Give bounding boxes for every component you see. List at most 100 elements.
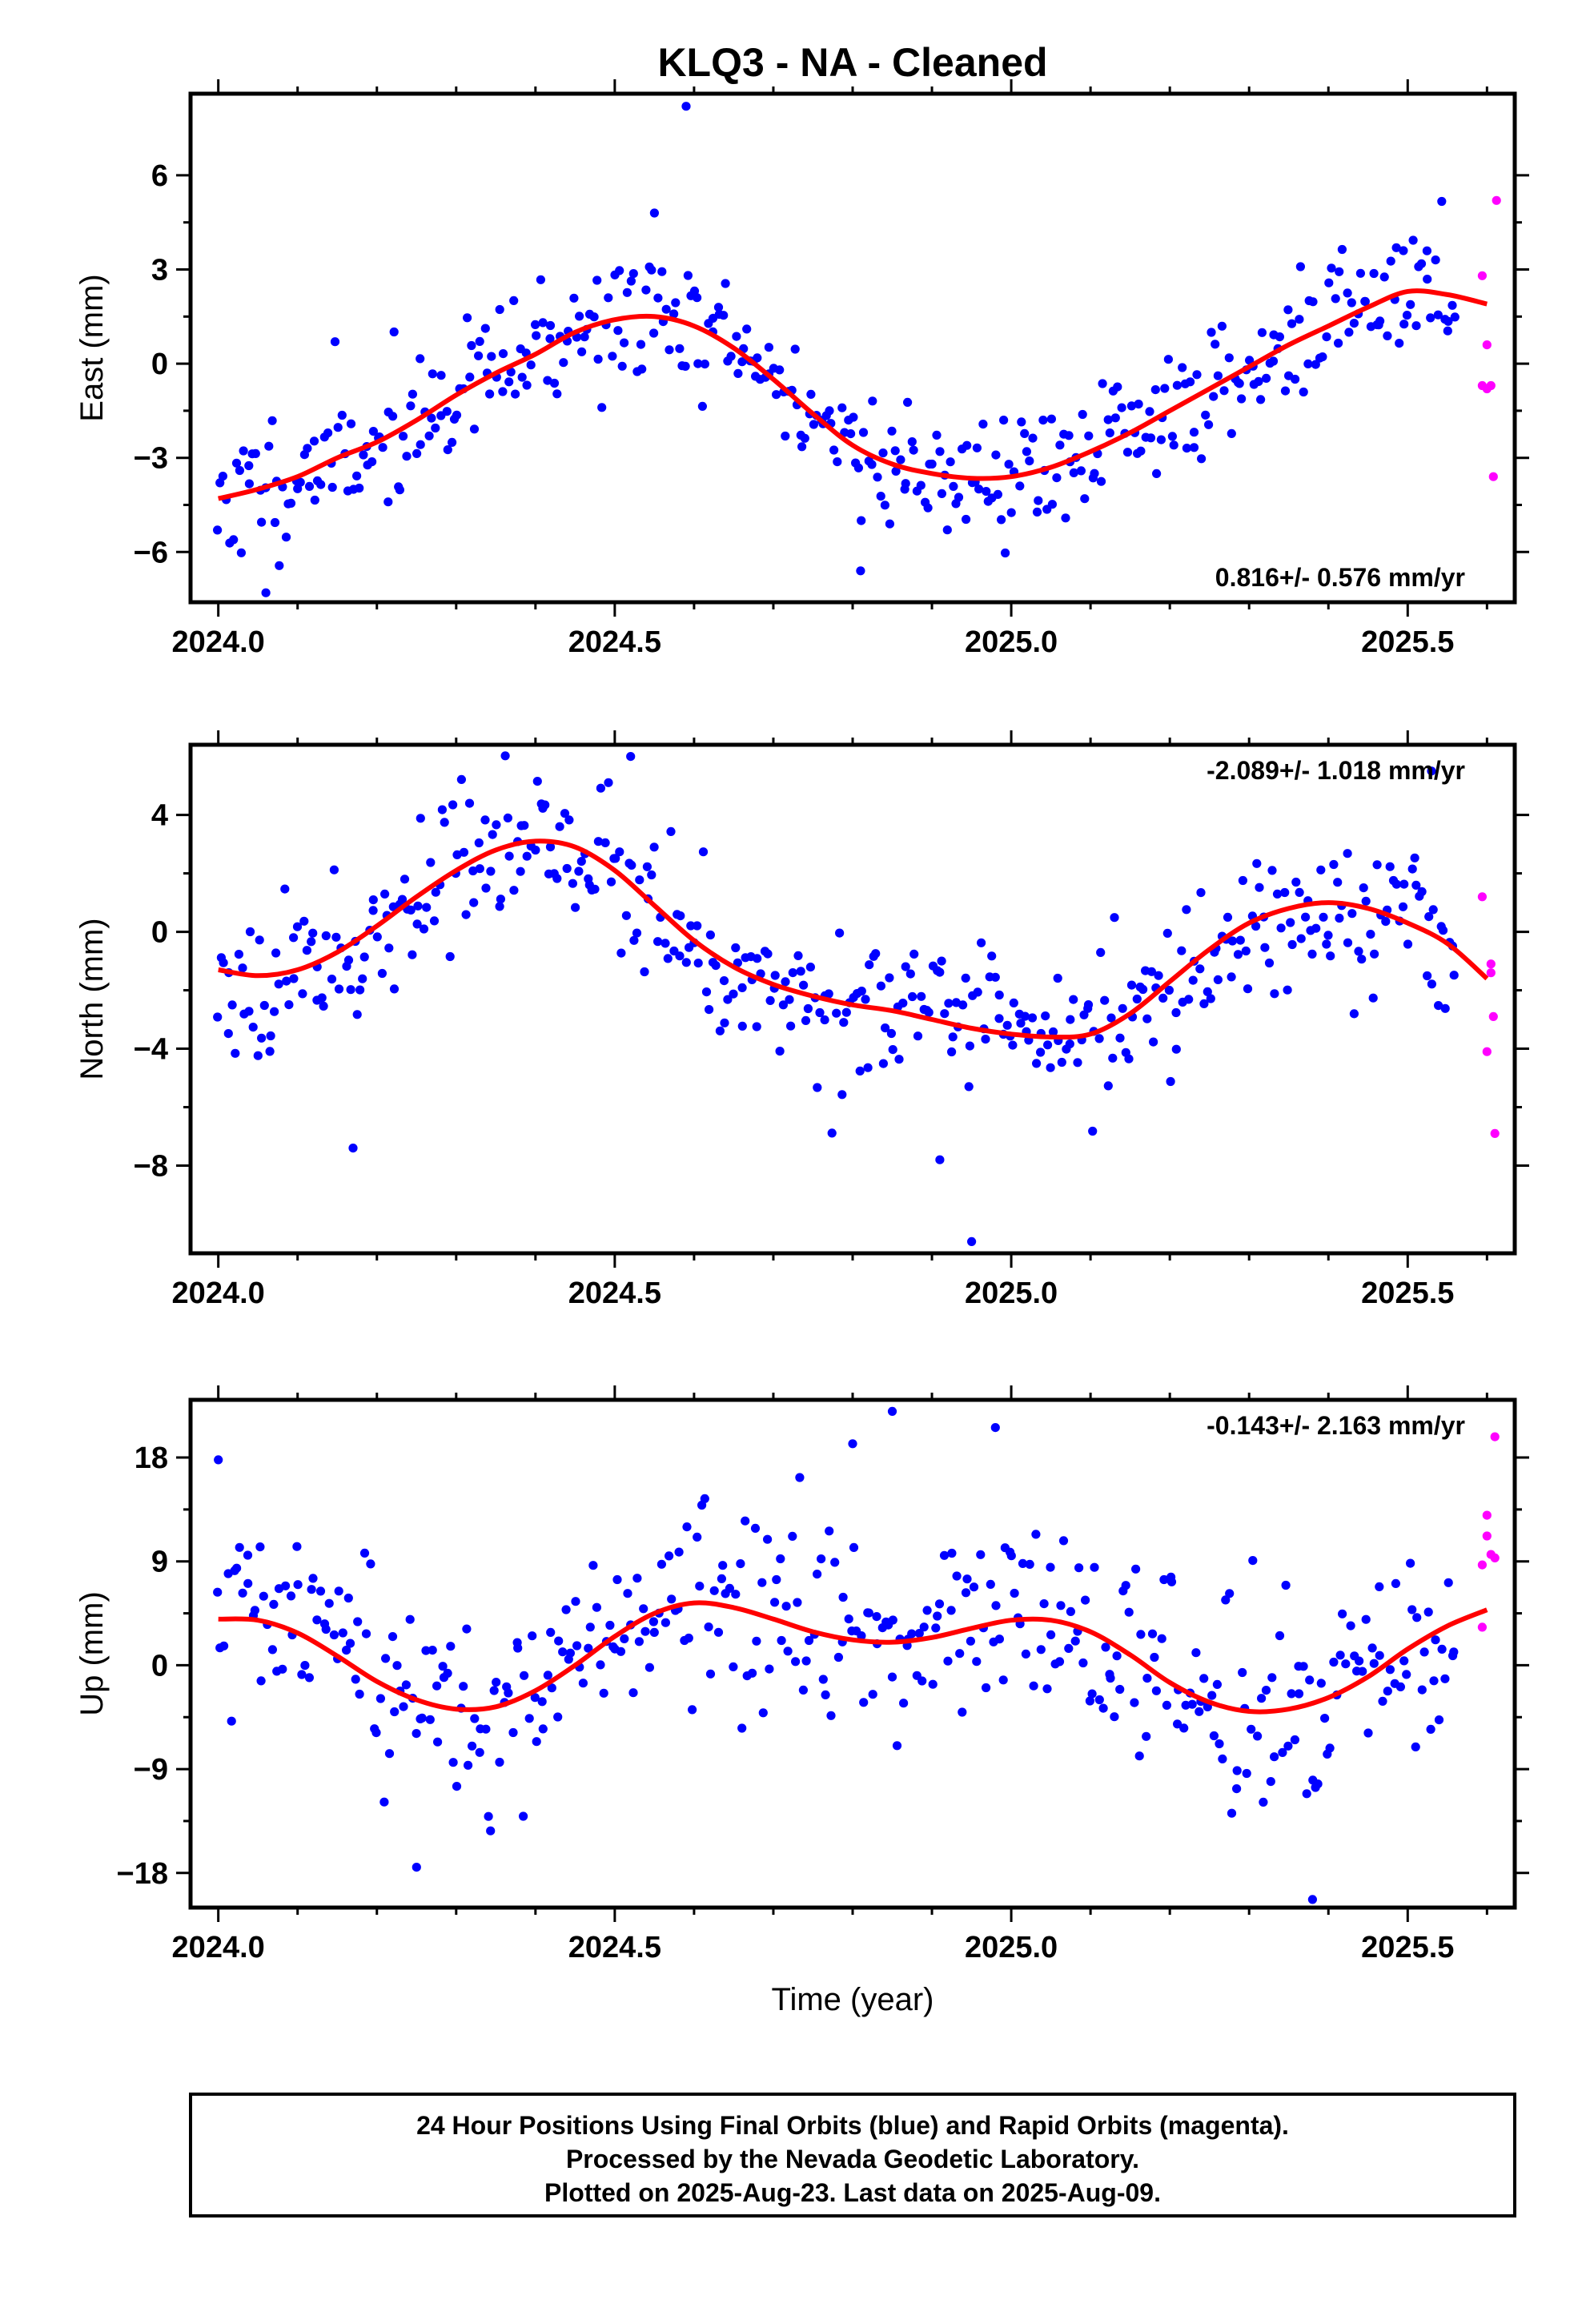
- east-y-tick-label: 6: [151, 159, 168, 193]
- up-final-point: [717, 1574, 727, 1583]
- north-final-point: [693, 959, 703, 968]
- up-final-point: [1423, 1607, 1433, 1617]
- north-final-point: [321, 931, 331, 941]
- east-final-point: [1443, 326, 1452, 336]
- east-final-point: [1103, 415, 1113, 424]
- up-final-point: [1232, 1784, 1242, 1794]
- north-final-point: [475, 864, 484, 874]
- north-final-point: [786, 1021, 796, 1031]
- up-final-point: [830, 1558, 840, 1567]
- north-final-point: [282, 976, 291, 986]
- east-final-point: [443, 445, 452, 455]
- up-final-point: [1085, 1696, 1094, 1706]
- north-final-point: [352, 1010, 362, 1019]
- up-final-point: [1187, 1699, 1197, 1709]
- up-final-point: [741, 1516, 750, 1526]
- north-final-point: [981, 1035, 990, 1044]
- north-final-point: [615, 847, 624, 857]
- east-final-point: [442, 407, 452, 416]
- east-final-point: [448, 437, 457, 448]
- east-final-point: [264, 441, 274, 451]
- up-final-point: [1094, 1695, 1104, 1705]
- north-final-point: [815, 1007, 825, 1018]
- north-final-point: [1238, 875, 1247, 886]
- north-final-point: [1417, 887, 1427, 896]
- up-final-point: [1248, 1556, 1258, 1566]
- north-final-point: [801, 1015, 811, 1025]
- up-final-point: [300, 1661, 310, 1671]
- up-final-point: [1325, 1743, 1335, 1753]
- up-final-point: [718, 1561, 728, 1570]
- up-final-point: [481, 1724, 491, 1734]
- east-final-point: [1113, 382, 1122, 392]
- up-final-point: [1070, 1636, 1080, 1646]
- north-final-point: [302, 946, 311, 955]
- north-final-point: [1252, 858, 1262, 868]
- up-final-point: [693, 1532, 702, 1542]
- east-final-point: [800, 433, 809, 443]
- east-final-point: [395, 485, 404, 495]
- up-final-point: [821, 1690, 830, 1699]
- east-final-point: [1431, 255, 1440, 265]
- up-final-point: [243, 1578, 253, 1588]
- up-final-point: [931, 1623, 941, 1633]
- north-final-point: [1206, 994, 1215, 1003]
- east-final-point: [868, 396, 877, 406]
- east-final-point: [1408, 235, 1418, 245]
- east-final-point: [1209, 392, 1219, 401]
- up-final-point: [250, 1606, 259, 1615]
- east-final-point: [637, 364, 647, 374]
- north-final-point: [1195, 964, 1205, 974]
- north-final-point: [280, 884, 290, 894]
- up-final-point: [243, 1550, 253, 1560]
- east-final-point: [463, 313, 472, 323]
- north-final-point: [1203, 987, 1212, 996]
- east-final-point: [388, 412, 398, 421]
- north-final-point: [1372, 860, 1382, 870]
- up-final-point: [1232, 1766, 1242, 1775]
- east-final-point: [580, 332, 589, 342]
- up-final-point: [962, 1574, 972, 1584]
- up-final-point: [452, 1782, 462, 1791]
- east-final-point: [1134, 400, 1143, 409]
- east-final-point: [424, 431, 434, 440]
- up-final-point: [1378, 1696, 1387, 1706]
- up-final-point: [371, 1728, 381, 1738]
- north-final-point: [611, 854, 620, 863]
- north-final-point: [901, 962, 910, 971]
- north-final-point: [1307, 949, 1317, 959]
- up-final-point: [345, 1638, 355, 1648]
- up-final-point: [353, 1617, 363, 1626]
- east-final-point: [213, 525, 223, 535]
- north-final-point: [355, 985, 365, 995]
- east-final-point: [1379, 272, 1389, 282]
- up-final-point: [1006, 1551, 1016, 1561]
- up-final-point: [1261, 1686, 1271, 1695]
- up-final-point: [227, 1716, 236, 1726]
- east-final-point: [399, 432, 408, 441]
- north-final-point: [733, 958, 743, 967]
- north-final-point: [259, 1000, 269, 1011]
- north-final-point: [1154, 971, 1163, 980]
- up-final-point: [1434, 1715, 1444, 1725]
- up-panel: 2024.0 2024.5 2025.0 2025.5 −18 −9 0 9 18 Up (mm)…: [74, 1385, 1529, 1964]
- north-final-point: [1199, 999, 1209, 1008]
- north-final-point: [839, 1018, 849, 1027]
- up-final-point: [1191, 1648, 1201, 1658]
- east-final-point: [647, 265, 656, 275]
- north-final-point: [1333, 878, 1343, 887]
- up-x-tick-label: 2024.5: [568, 1931, 661, 1964]
- up-final-point: [825, 1526, 834, 1536]
- north-final-point: [431, 887, 440, 897]
- east-final-point: [622, 287, 632, 297]
- east-final-point: [1450, 312, 1460, 322]
- north-final-point: [935, 967, 945, 977]
- east-final-point: [974, 485, 984, 494]
- north-y-tick-label: 4: [151, 799, 168, 833]
- up-final-point: [1074, 1563, 1084, 1573]
- north-final-point: [596, 783, 606, 793]
- east-final-point: [1411, 321, 1421, 331]
- up-final-point: [1437, 1644, 1447, 1654]
- north-final-point: [855, 1066, 865, 1076]
- east-final-point: [1076, 466, 1086, 476]
